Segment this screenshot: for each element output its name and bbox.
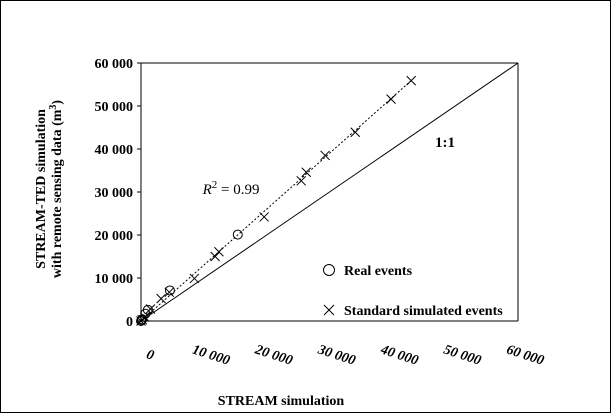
point-simulated-event [406,75,417,86]
point-simulated-event [296,175,307,186]
x-marker-stroke [350,127,361,138]
x-marker-stroke [296,175,307,186]
regression-fit-line [140,80,412,322]
data-points [136,75,417,326]
point-simulated-event [189,273,200,284]
legend-label-real-events: Real events [344,264,413,279]
y-axis-title-line1: STREAM-TED simulation [34,109,49,269]
x-tick-label: 0 [144,347,155,363]
x-marker-stroke [301,167,312,178]
x-tick-label: 10 000 [190,343,231,369]
x-tick-label: 20 000 [252,342,294,368]
fit-line-group [140,80,412,322]
x-marker-stroke [156,293,166,304]
x-marker-stroke [386,94,396,104]
y-tick-label: 50 000 [95,100,134,115]
point-simulated-event [164,287,175,298]
point-simulated-event [386,94,396,104]
r2-superscript: 2 [212,179,218,191]
y-axis-title-line2: with remote sensing data (m3) [48,100,65,279]
point-real-event [232,229,243,240]
legend-marker-real-events [323,264,335,276]
x-marker-stroke [320,150,330,161]
x-marker-stroke [406,75,417,86]
x-tick-label: 50 000 [442,343,483,369]
point-simulated-event [320,150,330,161]
y-axis-title-unit-sup: 3 [48,105,59,110]
x-marker-stroke [145,304,156,314]
y-tick-label: 0 [126,315,133,330]
point-simulated-event [156,293,166,304]
x-axis-title: STREAM simulation [218,394,345,409]
y-tick-label: 40 000 [95,143,134,158]
y-axis-title-unit-close: ) [50,100,65,105]
r2-prefix: R [202,182,212,198]
x-marker-stroke [259,212,270,222]
axes [137,62,519,322]
x-tick-labels: 0 10 000 20 000 30 000 40 000 50 000 60 000 [144,342,545,368]
legend-marker-simulated-events [323,304,335,316]
r-squared-annotation: R2 = 0.99 [202,179,260,198]
x-marker-stroke [139,312,150,322]
point-simulated-event [210,251,220,262]
reference-line-group [140,62,519,322]
r2-value: = 0.99 [217,182,259,198]
y-tick-label: 20 000 [95,229,134,244]
legend: Real events Standard simulated events [323,264,503,319]
point-simulated-event [214,246,224,257]
point-simulated-event [259,212,270,222]
y-tick-label: 60 000 [95,57,134,72]
x-tick-label: 60 000 [504,343,545,369]
reference-line-1-1 [140,62,519,322]
point-simulated-event [145,304,156,314]
x-tick-label: 30 000 [315,342,357,368]
y-tick-label: 30 000 [95,186,134,201]
point-real-event [136,316,146,326]
x-marker-stroke [164,287,175,298]
x-marker-stroke [210,251,220,262]
y-tick-label: 10 000 [95,272,134,287]
y-tick-labels: 0 10 000 20 000 30 000 40 000 50 000 60 000 [95,57,134,330]
point-simulated-event [350,127,361,138]
point-simulated-event [139,312,150,322]
legend-label-simulated-events: Standard simulated events [344,304,503,319]
point-simulated-event [301,167,312,178]
point-real-event [164,285,175,296]
x-marker-stroke [214,246,224,257]
x-tick-label: 40 000 [378,342,420,368]
reference-line-label: 1:1 [435,135,455,151]
y-axis-title: STREAM-TED simulation with remote sensin… [34,100,65,279]
y-axis-title-line2-text: with remote sensing data (m [50,109,65,278]
x-marker-stroke [189,273,200,284]
